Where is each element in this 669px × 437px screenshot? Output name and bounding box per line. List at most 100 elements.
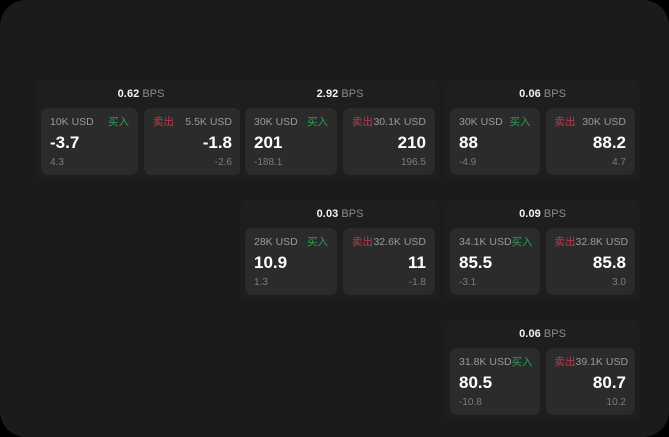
buy-panel-top: 30K USD 买入 xyxy=(459,116,531,129)
bps-unit-label: BPS xyxy=(543,88,566,100)
sell-price-value: -1.8 xyxy=(202,133,232,152)
sell-price-value: 11 xyxy=(408,253,426,272)
sell-price-value: 80.7 xyxy=(592,373,626,392)
buy-amount: 31.8K USD xyxy=(459,356,512,368)
buy-panel-top: 10K USD 买入 xyxy=(50,116,129,129)
sell-side-label: 卖出 xyxy=(352,236,373,248)
bps-value: 0.06 xyxy=(519,88,541,100)
buy-side-label: 买入 xyxy=(307,236,328,248)
buy-side-label: 买入 xyxy=(108,116,129,128)
buy-delta-value: 1.3 xyxy=(254,277,268,288)
bps-header: 0.06 BPS xyxy=(450,87,635,108)
panel-pair: 31.8K USD 买入 80.5 -10.8 卖出 39.1K USD 80.7 10.2 xyxy=(450,348,635,415)
bps-header: 0.62 BPS xyxy=(41,87,241,108)
buy-amount: 30K USD xyxy=(459,116,503,128)
panel-pair: 28K USD 买入 10.9 1.3 卖出 32.6K USD 11 -1.8 xyxy=(245,228,435,295)
spread-card[interactable]: 0.03 BPS 28K USD 买入 10.9 1.3 卖出 32.6K USD 11 -1.8 xyxy=(240,200,440,301)
sell-panel-top: 卖出 30.1K USD xyxy=(352,116,426,129)
buy-delta-value: -188.1 xyxy=(254,157,283,168)
buy-panel[interactable]: 31.8K USD 买入 80.5 -10.8 xyxy=(450,348,540,415)
sell-delta-value: 10.2 xyxy=(606,397,626,408)
buy-panel[interactable]: 10K USD 买入 -3.7 4.3 xyxy=(41,108,138,175)
sell-delta-value: -2.6 xyxy=(214,157,232,168)
sell-delta-value: 3.0 xyxy=(612,277,626,288)
sell-delta-value: 196.5 xyxy=(400,157,426,168)
buy-side-label: 买入 xyxy=(511,356,533,368)
spread-card[interactable]: 0.09 BPS 34.1K USD 买入 85.5 -3.1 卖出 32.8K USD 85.… xyxy=(445,200,640,301)
sell-panel[interactable]: 卖出 32.8K USD 85.8 3.0 xyxy=(545,228,635,295)
card-column-1: 2.92 BPS 30K USD 买入 201 -188.1 卖出 30.1K USD 210 1… xyxy=(240,80,440,301)
sell-amount: 32.8K USD xyxy=(575,236,629,248)
buy-amount: 28K USD xyxy=(254,236,298,248)
panel-pair: 30K USD 买入 201 -188.1 卖出 30.1K USD 210 196.5 xyxy=(245,108,435,175)
buy-delta-value: -4.9 xyxy=(459,157,477,168)
buy-side-label: 买入 xyxy=(307,116,328,128)
buy-amount: 10K USD xyxy=(50,116,94,128)
bps-unit-label: BPS xyxy=(341,208,364,220)
buy-price-value: -3.7 xyxy=(50,133,80,152)
sell-side-label: 卖出 xyxy=(153,116,174,128)
sell-panel-top: 卖出 32.8K USD xyxy=(554,236,629,249)
buy-panel-top: 31.8K USD 买入 xyxy=(459,356,533,369)
sell-delta-value: -1.8 xyxy=(408,277,426,288)
bps-value: 0.09 xyxy=(519,208,541,220)
buy-price-value: 201 xyxy=(254,133,283,152)
bps-unit-label: BPS xyxy=(543,328,566,340)
spread-card[interactable]: 0.06 BPS 30K USD 买入 88 -4.9 卖出 30K USD 88.2 4.7 xyxy=(445,80,640,181)
buy-panel[interactable]: 28K USD 买入 10.9 1.3 xyxy=(245,228,337,295)
buy-price-value: 10.9 xyxy=(254,253,288,272)
buy-panel-top: 28K USD 买入 xyxy=(254,236,328,249)
spread-card[interactable]: 0.06 BPS 31.8K USD 买入 80.5 -10.8 卖出 39.1K USD 80… xyxy=(445,320,640,421)
sell-panel-top: 卖出 5.5K USD xyxy=(153,116,232,129)
bps-value: 2.92 xyxy=(316,88,339,100)
bps-value: 0.06 xyxy=(519,328,541,340)
bps-header: 0.06 BPS xyxy=(450,327,635,348)
card-column-0: 0.62 BPS 10K USD 买入 -3.7 4.3 卖出 5.5K USD -1.8 -2.… xyxy=(36,80,246,181)
buy-price-value: 80.5 xyxy=(459,373,493,392)
sell-panel[interactable]: 卖出 5.5K USD -1.8 -2.6 xyxy=(144,108,241,175)
sell-panel[interactable]: 卖出 39.1K USD 80.7 10.2 xyxy=(545,348,635,415)
card-column-2: 0.06 BPS 30K USD 买入 88 -4.9 卖出 30K USD 88.2 4.7 0.… xyxy=(445,80,640,421)
sell-side-label: 卖出 xyxy=(554,236,576,248)
buy-price-value: 85.5 xyxy=(459,253,493,272)
panel-pair: 30K USD 买入 88 -4.9 卖出 30K USD 88.2 4.7 xyxy=(450,108,635,175)
sell-amount: 39.1K USD xyxy=(575,356,629,368)
buy-panel[interactable]: 30K USD 买入 88 -4.9 xyxy=(450,108,540,175)
sell-panel[interactable]: 卖出 32.6K USD 11 -1.8 xyxy=(343,228,435,295)
bps-value: 0.62 xyxy=(117,88,140,100)
bps-header: 0.09 BPS xyxy=(450,207,635,228)
buy-panel-top: 30K USD 买入 xyxy=(254,116,328,129)
sell-price-value: 88.2 xyxy=(592,133,626,152)
buy-delta-value: -3.1 xyxy=(459,277,477,288)
sell-side-label: 卖出 xyxy=(554,116,576,128)
sell-panel-top: 卖出 39.1K USD xyxy=(555,356,629,369)
sell-panel[interactable]: 卖出 30.1K USD 210 196.5 xyxy=(343,108,435,175)
panel-pair: 34.1K USD 买入 85.5 -3.1 卖出 32.8K USD 85.8 3.0 xyxy=(450,228,635,295)
bps-unit-label: BPS xyxy=(142,88,165,100)
spread-card[interactable]: 2.92 BPS 30K USD 买入 201 -188.1 卖出 30.1K USD 210 1… xyxy=(240,80,440,181)
sell-delta-value: 4.7 xyxy=(612,157,626,168)
buy-panel-top: 34.1K USD 买入 xyxy=(459,236,533,249)
sell-panel[interactable]: 卖出 30K USD 88.2 4.7 xyxy=(545,108,635,175)
buy-price-value: 88 xyxy=(459,133,478,152)
sell-amount: 30K USD xyxy=(582,116,626,128)
buy-delta-value: -10.8 xyxy=(459,397,482,408)
buy-panel[interactable]: 34.1K USD 买入 85.5 -3.1 xyxy=(450,228,540,295)
bps-unit-label: BPS xyxy=(341,88,364,100)
sell-amount: 5.5K USD xyxy=(185,116,232,128)
buy-delta-value: 4.3 xyxy=(50,157,64,168)
spread-card[interactable]: 0.62 BPS 10K USD 买入 -3.7 4.3 卖出 5.5K USD -1.8 -2.… xyxy=(36,80,246,181)
bps-header: 0.03 BPS xyxy=(245,207,435,228)
buy-side-label: 买入 xyxy=(509,116,531,128)
buy-panel[interactable]: 30K USD 买入 201 -188.1 xyxy=(245,108,337,175)
sell-amount: 32.6K USD xyxy=(373,236,426,248)
buy-amount: 34.1K USD xyxy=(459,236,512,248)
buy-side-label: 买入 xyxy=(511,236,533,248)
buy-amount: 30K USD xyxy=(254,116,298,128)
sell-price-value: 85.8 xyxy=(592,253,626,272)
sell-side-label: 卖出 xyxy=(352,116,373,128)
bps-value: 0.03 xyxy=(316,208,339,220)
sell-amount: 30.1K USD xyxy=(373,116,426,128)
